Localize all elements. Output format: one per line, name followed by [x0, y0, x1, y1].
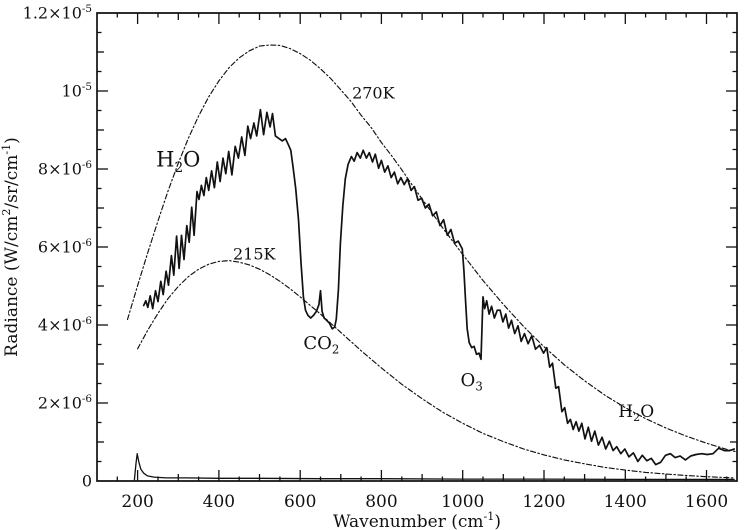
x-tick-label-200: 200 — [121, 492, 153, 512]
x-tick-label-800: 800 — [365, 492, 397, 512]
y-tick-label-8: 8×10-6 — [38, 159, 92, 179]
x-tick-label-1000: 1000 — [441, 492, 484, 512]
x-axis-label: Wavenumber (cm-1) — [333, 510, 501, 530]
label-270k: 270K — [352, 84, 396, 103]
y-tick-label-12: 1.2×10-5 — [23, 3, 92, 23]
label-215k: 215K — [233, 245, 277, 264]
x-tick-label-1600: 1600 — [685, 492, 728, 512]
planck-215k-curve — [137, 260, 736, 479]
label-h2o-left: H2O — [156, 148, 200, 176]
y-axis-label: Radiance (W/cm2/sr/cm-1) — [0, 137, 22, 357]
x-tick-label-1400: 1400 — [604, 492, 647, 512]
label-h2o-right: H2O — [618, 402, 654, 424]
planck-270k-curve — [126, 44, 736, 452]
y-tick-label-6: 6×10-6 — [38, 237, 92, 257]
x-tick-label-1200: 1200 — [522, 492, 565, 512]
baseline-trace — [133, 453, 735, 481]
y-tick-label-4: 4×10-6 — [38, 315, 92, 335]
x-tick-label-600: 600 — [284, 492, 316, 512]
x-axis-ticks — [116, 13, 728, 481]
y-tick-label-10: 10-5 — [62, 81, 92, 101]
y-tick-label-0: 0 — [82, 472, 92, 491]
y-tick-label-2: 2×10-6 — [38, 393, 92, 413]
label-co2: CO2 — [303, 333, 339, 357]
measured-spectrum-curve — [142, 108, 736, 466]
y-axis-ticks — [97, 31, 737, 463]
label-o3: O3 — [461, 370, 483, 394]
x-tick-label-400: 400 — [203, 492, 235, 512]
